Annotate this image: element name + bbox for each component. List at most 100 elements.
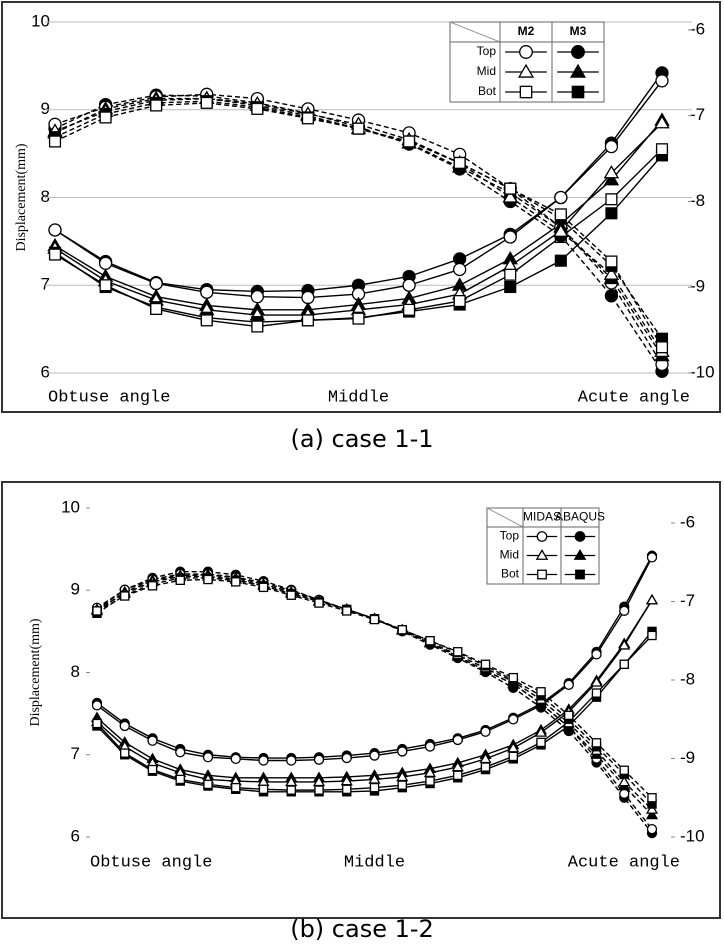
marker — [369, 750, 380, 761]
marker — [569, 63, 587, 78]
y-tick-label: 6 — [41, 362, 50, 381]
x-tick-label: Acute angle — [578, 388, 690, 407]
marker — [150, 99, 163, 112]
marker — [554, 254, 567, 267]
y-tick-label: 9 — [41, 99, 50, 118]
legend-row-label: Top — [500, 529, 520, 543]
chart-panel: 6 7 8 9 10 -10 -9 -8 -7 -6 Displacement(mm) Obtuse … — [1, 1, 721, 453]
marker — [397, 625, 407, 635]
marker — [258, 784, 269, 794]
series-line — [96, 570, 653, 834]
marker — [369, 782, 380, 793]
marker — [573, 549, 587, 560]
marker — [314, 785, 324, 795]
y2-tick-label: -10 — [680, 826, 705, 845]
marker — [563, 679, 574, 690]
y-tick-label: 8 — [71, 662, 80, 681]
marker — [147, 735, 158, 746]
y-axis-label: Displacement(mm) — [14, 143, 29, 251]
marker — [603, 266, 620, 280]
marker — [150, 302, 163, 315]
marker — [571, 45, 585, 59]
y-tick-label: 7 — [41, 275, 50, 294]
marker — [646, 552, 658, 563]
marker — [453, 647, 463, 657]
marker — [286, 755, 297, 766]
marker — [645, 803, 659, 814]
marker — [48, 248, 62, 261]
y2-tick-label: -10 — [690, 362, 715, 381]
marker — [453, 770, 463, 781]
marker — [175, 575, 185, 586]
marker — [341, 752, 352, 764]
marker — [534, 726, 548, 737]
series-line — [54, 80, 663, 299]
marker — [231, 782, 241, 793]
series-line — [54, 94, 663, 372]
marker — [301, 112, 314, 125]
marker — [453, 294, 466, 308]
y2-tick-label: -6 — [690, 19, 705, 38]
legend-header: MIDAS — [523, 510, 561, 524]
marker — [480, 762, 491, 772]
marker — [147, 764, 158, 775]
marker — [200, 96, 213, 109]
marker — [480, 726, 491, 737]
legend-row-label: Mid — [500, 548, 519, 562]
marker — [564, 710, 574, 721]
legend-header: M2 — [518, 24, 535, 38]
legend-row-label: Bot — [501, 567, 520, 581]
marker — [591, 738, 602, 748]
y-tick-label: 9 — [71, 580, 80, 599]
marker — [655, 341, 669, 354]
marker — [619, 659, 629, 669]
x-tick-label: Acute angle — [568, 853, 680, 872]
marker — [200, 285, 214, 299]
chart-panel: 6 7 8 9 10 -10 -9 -8 -7 -6 Displacement(mm) Obtuse … — [1, 481, 721, 943]
marker — [654, 115, 670, 129]
marker — [619, 788, 630, 799]
marker — [403, 303, 416, 316]
marker — [231, 577, 241, 587]
marker — [504, 268, 517, 281]
legend-row-label: Bot — [478, 84, 497, 98]
marker — [604, 139, 619, 154]
x-tick-label: Obtuse angle — [90, 853, 212, 872]
marker — [352, 312, 365, 325]
marker — [605, 193, 618, 206]
marker — [250, 290, 264, 304]
caption: (a) case 1-1 — [290, 425, 433, 453]
marker — [342, 784, 352, 794]
marker — [119, 720, 130, 732]
y2-tick-label: -9 — [680, 748, 695, 767]
marker — [48, 223, 62, 237]
marker — [397, 746, 408, 757]
marker — [425, 776, 435, 786]
marker — [251, 102, 264, 115]
marker — [202, 752, 214, 763]
marker — [403, 135, 416, 148]
marker — [554, 190, 568, 205]
marker — [424, 741, 436, 752]
y-tick-label: 8 — [41, 187, 50, 206]
marker — [605, 255, 618, 268]
marker — [618, 639, 631, 650]
marker — [175, 747, 186, 758]
marker — [537, 569, 547, 580]
marker — [655, 143, 669, 156]
marker — [603, 172, 620, 186]
marker — [98, 256, 113, 270]
marker — [120, 748, 130, 758]
marker — [251, 320, 264, 333]
y2-tick-label: -7 — [680, 591, 695, 610]
marker — [99, 279, 112, 292]
marker — [425, 636, 435, 646]
marker — [536, 687, 546, 697]
marker — [517, 63, 535, 78]
marker — [203, 779, 213, 790]
marker — [203, 574, 213, 585]
marker — [647, 630, 657, 641]
y2-tick-label: -8 — [680, 669, 695, 688]
marker — [519, 45, 533, 59]
